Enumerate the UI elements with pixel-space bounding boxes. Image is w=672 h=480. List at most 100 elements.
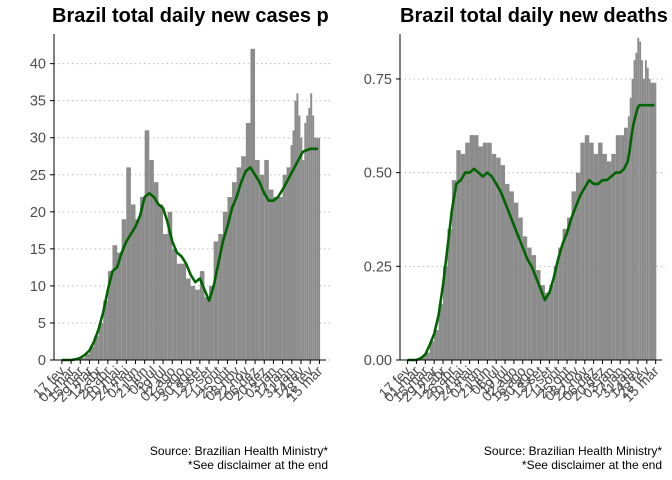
bar	[648, 78, 651, 360]
bar	[531, 255, 537, 360]
bar	[469, 135, 475, 360]
y-tick-label: 0	[38, 353, 46, 369]
bar	[553, 266, 559, 360]
bar	[195, 289, 200, 360]
bar	[650, 82, 653, 360]
bar	[310, 93, 313, 360]
bar	[580, 142, 585, 360]
bar	[639, 41, 642, 360]
bar	[456, 150, 461, 360]
bar	[232, 182, 237, 360]
y-tick-label: 40	[30, 57, 46, 73]
bar	[255, 159, 260, 360]
bar	[292, 130, 295, 360]
bar	[474, 135, 479, 360]
bar	[176, 263, 182, 360]
bar	[273, 197, 279, 360]
bar	[298, 115, 301, 360]
bar	[140, 197, 145, 360]
bar	[611, 153, 616, 360]
bar	[117, 252, 122, 360]
bar	[633, 60, 636, 360]
disclaimer-caption: *See disclaimer at the end	[522, 458, 662, 472]
bar	[268, 189, 274, 360]
bar	[318, 137, 321, 360]
bar	[629, 97, 632, 361]
bar	[158, 204, 164, 360]
bar	[250, 48, 256, 361]
bar	[425, 352, 430, 360]
y-tick-label: 25	[30, 168, 46, 184]
bar	[646, 67, 649, 361]
bar	[149, 159, 154, 360]
bar	[505, 183, 510, 360]
bar	[278, 197, 283, 360]
chart-title: Brazil total daily new deaths	[400, 5, 668, 27]
bar	[94, 336, 99, 360]
bar	[598, 142, 603, 360]
bar	[186, 278, 191, 360]
bar	[491, 153, 497, 360]
bar	[300, 137, 303, 360]
bar	[429, 341, 435, 360]
bar	[121, 219, 127, 360]
bar	[522, 236, 528, 360]
bar	[443, 266, 448, 360]
bar	[163, 234, 168, 360]
bar	[306, 115, 309, 360]
bar	[637, 37, 640, 360]
bar	[615, 135, 621, 360]
bar	[80, 357, 85, 360]
bar	[438, 303, 444, 360]
bar	[482, 142, 488, 360]
bar	[496, 157, 501, 360]
y-tick-label: 0.75	[364, 72, 392, 88]
bar	[209, 285, 214, 360]
y-tick-label: 5	[38, 316, 46, 332]
bar	[434, 330, 439, 360]
bar	[314, 137, 317, 360]
source-caption: Source: Brazilian Health Ministry*	[150, 444, 328, 458]
bar	[236, 167, 242, 360]
moving-average-line	[407, 103, 655, 362]
chart-title: Brazil total daily new cases p	[52, 5, 329, 27]
bar	[606, 161, 612, 360]
bar	[304, 122, 307, 360]
bar	[227, 197, 233, 360]
bar	[527, 247, 532, 360]
bar	[478, 146, 483, 360]
bar	[544, 292, 550, 360]
moving-average-line	[61, 147, 319, 362]
bar	[589, 142, 594, 360]
bar	[644, 60, 647, 360]
bar	[290, 145, 293, 360]
bar	[84, 354, 90, 360]
bar	[286, 167, 291, 360]
bar	[460, 153, 466, 360]
bar	[107, 271, 113, 360]
bar	[135, 219, 141, 360]
bar	[540, 285, 545, 360]
bar	[167, 211, 173, 360]
bar	[562, 228, 568, 360]
bar	[213, 241, 219, 360]
bar	[190, 285, 196, 360]
disclaimer-caption: *See disclaimer at the end	[188, 458, 328, 472]
bar	[282, 174, 287, 360]
bar	[549, 285, 554, 360]
bar	[245, 122, 251, 360]
bar	[316, 137, 319, 360]
bar	[181, 263, 187, 360]
bar	[222, 211, 228, 360]
bar	[312, 115, 315, 360]
y-tick-label: 20	[30, 205, 46, 221]
bar	[654, 82, 657, 360]
y-tick-label: 0.00	[364, 353, 392, 369]
bar	[218, 234, 223, 360]
bar	[199, 271, 205, 360]
bar	[602, 153, 607, 360]
y-tick-label: 15	[30, 242, 46, 258]
bar	[635, 52, 638, 361]
bar	[264, 159, 269, 360]
bar	[308, 108, 311, 360]
